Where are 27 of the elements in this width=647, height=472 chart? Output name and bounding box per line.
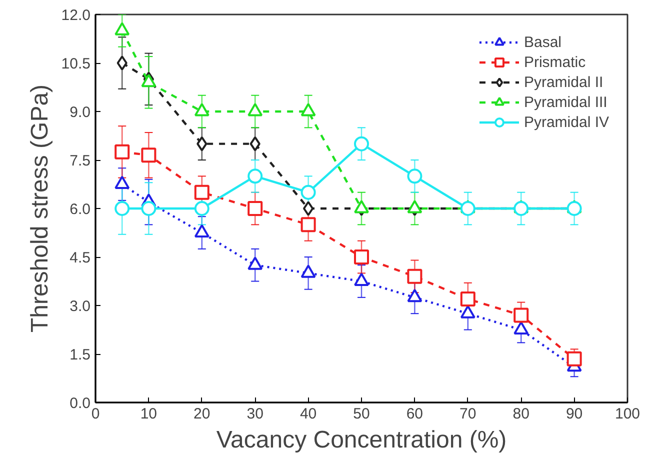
legend-label: Pyramidal III [524, 94, 608, 110]
x-tick-label: 40 [300, 406, 317, 422]
x-tick-label: 90 [566, 406, 583, 422]
y-tick-label: 3.0 [70, 298, 91, 315]
y-tick-label: 0.0 [70, 395, 91, 412]
x-tick-label: 20 [194, 406, 210, 422]
y-tick-label: 1.5 [70, 346, 91, 364]
legend-label: Pyramidal II [524, 74, 604, 90]
x-tick-label: 30 [246, 406, 264, 422]
x-axis-title: Vacancy Concentration (%) [216, 426, 507, 454]
y-tick-label: 12.0 [61, 7, 91, 24]
x-tick-label: 60 [406, 406, 424, 422]
y-axis-title: Threshold stress (GPa) [26, 84, 54, 333]
legend-label: Pyramidal IV [524, 114, 609, 130]
x-tick-label: 50 [353, 406, 370, 422]
x-tick-label: 10 [140, 406, 158, 422]
y-tick-label: 6.0 [70, 201, 91, 218]
x-tick-label: 80 [512, 406, 530, 422]
x-tick-label: 70 [460, 406, 476, 422]
x-tick-label: 100 [614, 406, 640, 422]
y-tick-label: 4.5 [70, 250, 91, 266]
legend-label: Prismatic [524, 54, 586, 70]
y-tick-label: 10.5 [61, 56, 91, 72]
legend-label: Basal [524, 34, 562, 50]
y-tick-label: 7.5 [70, 152, 91, 170]
x-tick-label: 0 [91, 406, 100, 422]
y-tick-label: 9.0 [70, 104, 91, 121]
